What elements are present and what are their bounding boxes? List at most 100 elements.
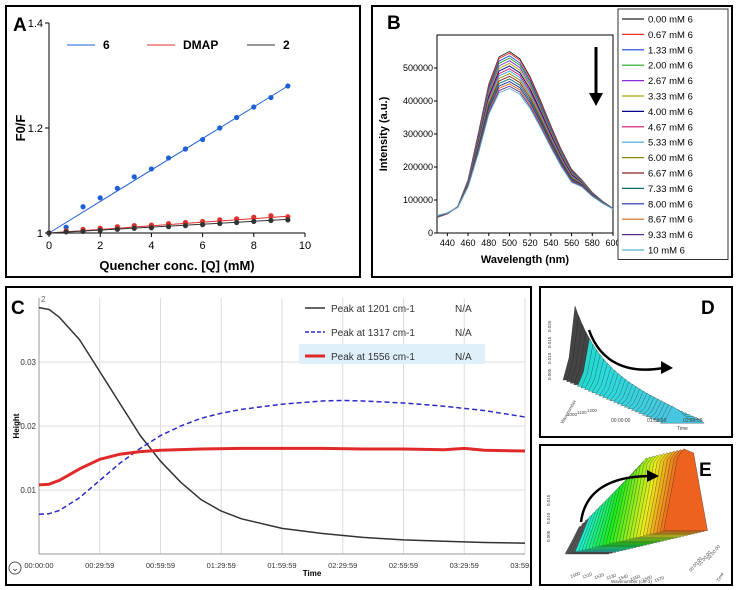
chart-e: E 0.005 0.010 0.015 1500 1510 1520 1530 1540 155… [546, 448, 725, 584]
panel-label-d: D [701, 298, 715, 319]
legend-box [617, 8, 729, 260]
wavenumber-tick-label: 1100 [577, 410, 587, 415]
data-point [200, 136, 206, 143]
wavenumber-tick-label: 1560 [642, 574, 654, 582]
y-axis-title: Intensity (a.u.) [378, 96, 390, 171]
wavenumber-tick-label: 1200 [587, 408, 598, 413]
x-tick-label: 00:29:59 [85, 561, 114, 570]
data-point [200, 222, 206, 228]
legend-value: N/A [455, 352, 472, 363]
legend-label: Peak at 1201 cm-1 [331, 304, 415, 315]
x-tick-label: 560 [564, 238, 579, 248]
x-tick-label: 01:29:59 [207, 561, 236, 570]
legend-label: 2.67 mM 6 [648, 76, 693, 87]
legend-label: Peak at 1317 cm-1 [331, 328, 415, 339]
x-tick-label: 6 [200, 240, 206, 252]
y-tick-label: 500000 [403, 63, 433, 73]
data-point [268, 213, 274, 219]
data-point [63, 224, 69, 230]
legend-label: 9.33 mM 6 [648, 230, 693, 241]
y-tick-label: 0.02 [20, 422, 36, 431]
x-axis-title: Time [677, 426, 688, 432]
panel-label-c: C [11, 298, 25, 319]
x-tick-label: 460 [461, 238, 476, 248]
panel-label-e: E [699, 460, 712, 481]
x-tick-label: 0 [46, 240, 52, 252]
decrease-arrow-head [589, 93, 603, 106]
data-point [251, 104, 257, 110]
data-point [234, 219, 240, 226]
data-point [217, 125, 223, 131]
legend-label: 0.67 mM 6 [648, 30, 693, 41]
z-tick-label: 0.005 [546, 530, 551, 542]
data-point [268, 217, 274, 223]
y-tick-label: 1.2 [28, 123, 43, 135]
y-tick-label: 0.01 [20, 486, 36, 495]
x-tick-label: 00:59:59 [146, 561, 175, 570]
x-tick-label: 540 [543, 238, 558, 248]
legend-label: 6 [103, 38, 110, 52]
data-point [182, 146, 189, 152]
x-tick-label: 480 [481, 238, 496, 248]
x-tick-label: 03:59:59 [510, 561, 530, 570]
data-point [217, 220, 223, 227]
x-tick-label: 440 [440, 238, 455, 248]
z-tick-label: 0.015 [547, 336, 552, 348]
y-tick-label: 400000 [403, 96, 433, 106]
legend-label: 8.00 mM 6 [648, 199, 693, 210]
x-tick-label: 2 [97, 240, 103, 252]
x-tick-label: 03:29:59 [450, 561, 479, 570]
z-tick-label: 0.020 [547, 320, 552, 332]
data-point [131, 225, 137, 231]
time-tick-label: 00:00:00 [611, 418, 631, 424]
time-tick-label: 02:59:59 [683, 418, 703, 424]
data-point [63, 229, 69, 235]
wavenumber-tick-label: 1000 [567, 412, 578, 417]
z-tick-label: 0.005 [547, 368, 552, 380]
surface-group [564, 448, 708, 555]
wavenumber-tick-label: 1540 [618, 573, 630, 581]
wavenumber-tick-label: 1550 [630, 574, 642, 582]
chart-c: C 00:00:00 00:29:59 00:59:59 01:29:59 01:59:… [8, 295, 540, 578]
legend-label: 0.00 mM 6 [648, 15, 693, 26]
panel-d: D 0.005 0.010 0.015 0.020 00:00:00 01:59:59 02… [539, 286, 733, 438]
y-axis-title: Time [716, 571, 725, 582]
surface-group [562, 305, 705, 424]
data-point [217, 217, 223, 223]
legend-label: 3.33 mM 6 [648, 92, 693, 103]
x-tick-label: 01:59:59 [267, 561, 296, 570]
y-tick-label: 0 [428, 228, 433, 238]
legend-label: 6.00 mM 6 [648, 153, 693, 164]
panel-label-a: A [13, 15, 27, 36]
x-tick-label: 10 [299, 240, 311, 252]
legend-highlight [299, 344, 485, 364]
data-point [131, 174, 137, 180]
legend-label: DMAP [183, 38, 218, 52]
x-tick-label: 520 [523, 238, 538, 248]
data-point [148, 225, 154, 231]
legend-label: 5.33 mM 6 [648, 138, 693, 149]
legend-value: N/A [455, 328, 472, 339]
trend-arrow-head [647, 470, 659, 482]
y-tick-label: 100000 [403, 195, 433, 205]
x-axis-title: Wavenumber (cm-1) [611, 579, 652, 584]
data-point [80, 228, 86, 235]
wavenumber-tick-label: 1500 [570, 571, 582, 579]
legend-label: 7.33 mM 6 [648, 184, 693, 195]
x-axis-title: Wavelength (nm) [481, 254, 570, 266]
x-tick-label: 02:29:59 [328, 561, 357, 570]
panel-a: A 0 2 4 6 8 10 1 1.2 1.4 Quencher conc. [Q] (mM) F… [5, 5, 361, 278]
data-point [46, 230, 52, 236]
chevron-down-glyph: ⌄ [11, 563, 19, 573]
legend-label: 6.67 mM 6 [648, 169, 693, 180]
data-point [285, 83, 291, 89]
data-point [182, 223, 189, 229]
panel-label-b: B [387, 13, 401, 34]
panel-c: C 00:00:00 00:29:59 00:59:59 01:29:59 01:59:… [5, 286, 540, 586]
trend-arrow [579, 474, 652, 523]
x-tick-label: 600 [605, 238, 620, 248]
y-tick-label: 300000 [403, 129, 433, 139]
x-tick-label: 8 [251, 240, 257, 252]
data-point [148, 166, 154, 172]
data-point [285, 217, 291, 223]
